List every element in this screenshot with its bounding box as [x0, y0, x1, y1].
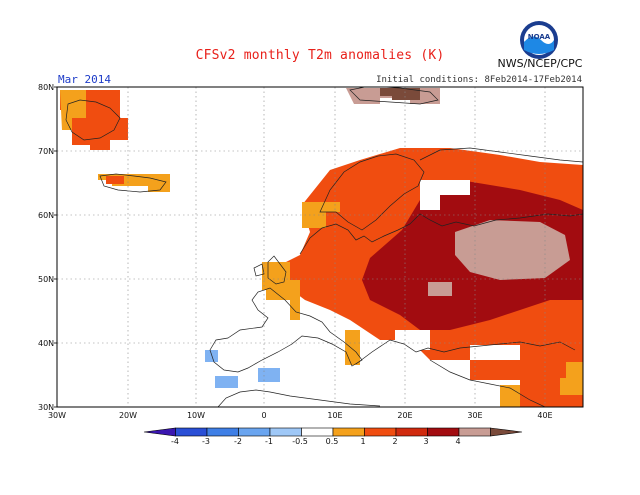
lon-labels: 30W 20W 10W 0 10E 20E 30E 40E — [48, 411, 553, 420]
lon-label: 30E — [467, 411, 482, 420]
lat-label: 50N — [38, 275, 54, 284]
colorbar-label: -0.5 — [292, 437, 308, 446]
lon-label: 30W — [48, 411, 66, 420]
colorbar-segment — [427, 427, 460, 437]
lat-label: 60N — [38, 211, 54, 220]
lat-label: 30N — [38, 403, 54, 412]
colorbar-label: 2 — [392, 437, 397, 446]
noaa-logo-text: NOAA — [528, 33, 551, 41]
colorbar-label: -1 — [265, 437, 273, 446]
lat-label: 80N — [38, 83, 54, 92]
graticule — [57, 87, 583, 407]
colorbar-label: -2 — [234, 437, 242, 446]
forecast-month: Mar 2014 — [58, 73, 111, 86]
lon-label: 0 — [261, 411, 266, 420]
colorbar-segments — [143, 427, 523, 437]
colorbar-label: 4 — [455, 437, 460, 446]
colorbar-label: -3 — [202, 437, 210, 446]
colorbar-label: -4 — [171, 437, 179, 446]
colorbar-labels: -4 -3 -2 -1 -0.5 0.5 1 2 3 4 — [171, 437, 461, 446]
lon-label: 10E — [327, 411, 342, 420]
lon-label: 20W — [119, 411, 137, 420]
map-frame — [56, 86, 584, 408]
colorbar-label: 1 — [360, 437, 365, 446]
colorbar-segment — [364, 427, 397, 437]
colorbar-segment — [301, 427, 334, 437]
colorbar-segment — [458, 427, 491, 437]
colorbar-segment — [175, 427, 208, 437]
lon-label: 20E — [397, 411, 412, 420]
lat-labels: 80N 70N 60N 50N 40N 30N — [38, 83, 54, 412]
axis-ticks — [54, 86, 57, 408]
lat-label: 40N — [38, 339, 54, 348]
colorbar-label: 0.5 — [326, 437, 339, 446]
coastlines — [65, 87, 583, 407]
colorbar-label: 3 — [423, 437, 428, 446]
lat-label: 70N — [38, 147, 54, 156]
lon-label: 40E — [537, 411, 552, 420]
map-title: CFSv2 monthly T2m anomalies (K) — [195, 48, 445, 63]
colorbar-segment — [332, 427, 365, 437]
colorbar-arrow-left — [143, 427, 176, 437]
colorbar-segment — [269, 427, 302, 437]
lon-label: 10W — [187, 411, 205, 420]
colorbar-segment — [206, 427, 239, 437]
colorbar-segment — [395, 427, 428, 437]
initial-conditions: Initial conditions: 8Feb2014-17Feb2014 — [376, 75, 582, 85]
noaa-logo: NOAA — [520, 21, 558, 59]
agency-label: NWS/NCEP/CPC — [497, 57, 583, 70]
colorbar-arrow-right — [490, 427, 523, 437]
colorbar-segment — [238, 427, 271, 437]
